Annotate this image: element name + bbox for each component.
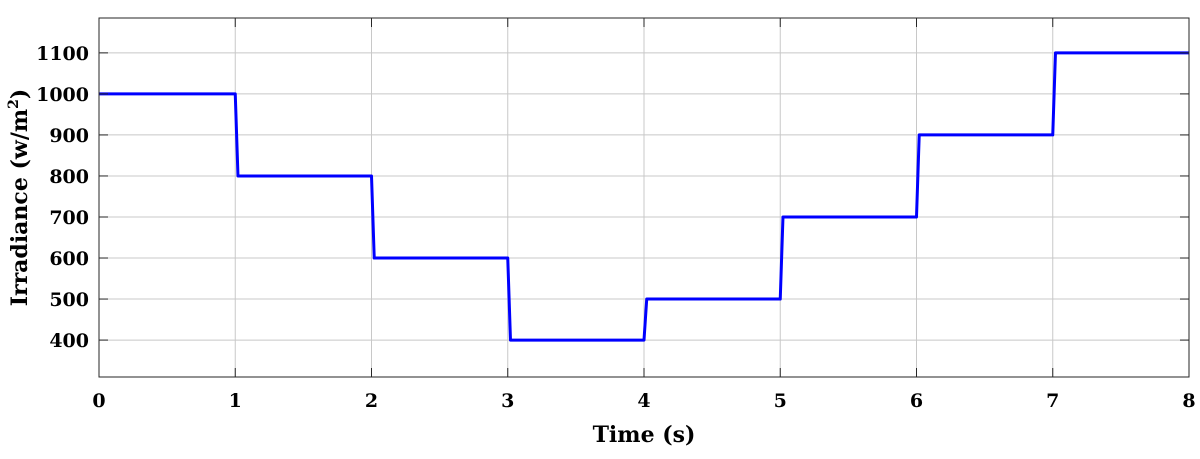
x-tick-label: 7 [1046, 390, 1059, 412]
series-layer [99, 51, 1189, 342]
y-tick-label: 600 [49, 248, 89, 270]
y-tick-labels: 400 500 600 700 800 900 1000 1100 [36, 43, 89, 352]
x-tick-label: 2 [365, 390, 378, 412]
y-tick-label: 400 [49, 330, 89, 352]
tick-marks [98, 18, 1190, 377]
y-tick-label: 800 [49, 166, 89, 188]
x-tick-label: 6 [910, 390, 923, 412]
y-axis-label-superscript: 2 [6, 99, 22, 109]
x-tick-label: 4 [637, 390, 650, 412]
x-axis-label: Time (s) [593, 422, 696, 448]
x-tick-label: 1 [229, 390, 242, 412]
y-axis-label-main: Irradiance (w/m [7, 109, 33, 306]
y-tick-label: 500 [49, 289, 89, 311]
series-line [99, 51, 1189, 342]
x-tick-label: 8 [1182, 390, 1195, 412]
y-axis-label-close: ) [7, 89, 33, 99]
y-tick-label: 1100 [36, 43, 89, 65]
y-tick-label: 1000 [36, 84, 89, 106]
x-tick-label: 5 [774, 390, 787, 412]
y-tick-label: 700 [49, 207, 89, 229]
x-tick-label: 3 [501, 390, 514, 412]
y-tick-label: 900 [49, 125, 89, 147]
x-tick-labels: 0 1 2 3 4 5 6 7 8 [92, 390, 1195, 412]
x-tick-label: 0 [92, 390, 105, 412]
y-axis-label: Irradiance (w/m2) [6, 89, 33, 307]
